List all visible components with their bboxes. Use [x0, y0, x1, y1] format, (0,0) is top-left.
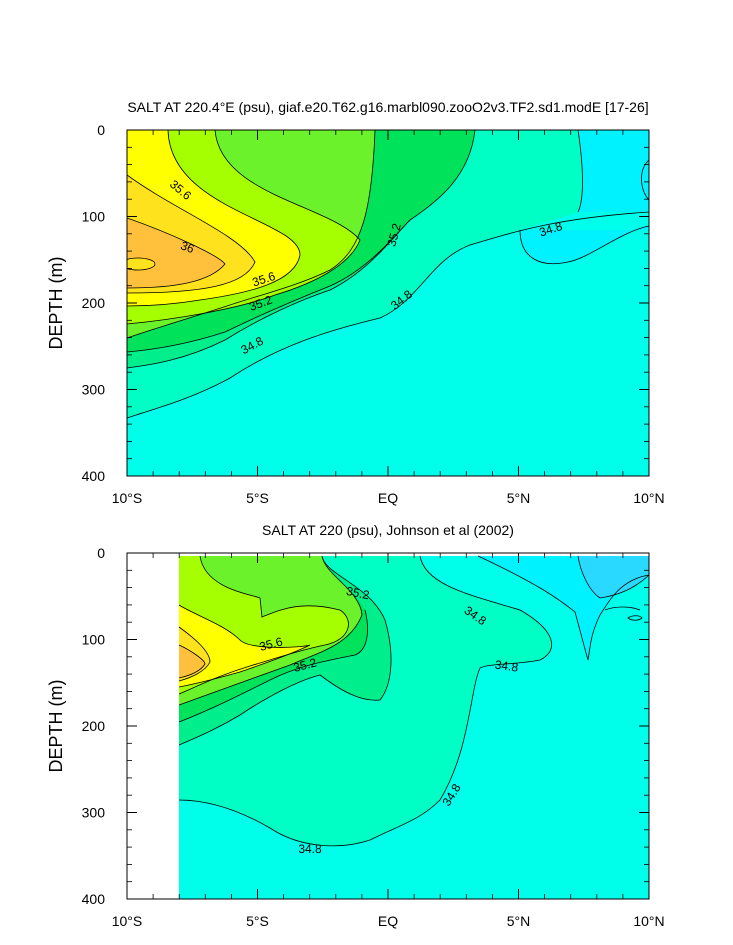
contour-label: 34.8 [494, 657, 519, 674]
contour-line [127, 130, 361, 325]
contour-line [577, 130, 583, 213]
y-tick-label: 400 [82, 891, 106, 907]
contour-label: 35.6 [250, 269, 277, 290]
contour-line [178, 555, 349, 695]
chart-title: SALT AT 220.4°E (psu), giaf.e20.T62.g16.… [127, 99, 648, 115]
panel-bottom: SALT AT 220 (psu), Johnson et al (2002) [46, 522, 665, 929]
contour-line [178, 555, 363, 706]
fill-band-36 [127, 218, 225, 288]
y-tick-label: 100 [82, 209, 106, 225]
y-tick-label: 300 [82, 382, 106, 398]
x-tick-label: 5°S [246, 490, 269, 506]
axes: 10°S 5°S EQ 5°N 10°N 0 100 200 300 400 DEPTH (m) [46, 545, 665, 929]
chart-title: SALT AT 220 (psu), Johnson et al (2002) [262, 522, 514, 538]
y-axis-label: DEPTH (m) [46, 680, 66, 773]
contour-line [127, 130, 476, 369]
contour-line [127, 130, 301, 307]
contour-line [127, 257, 156, 271]
x-tick-label: 10°S [112, 490, 143, 506]
contour-line [577, 555, 649, 599]
x-tick-label: 5°S [246, 913, 269, 929]
x-tick-label: EQ [378, 913, 398, 929]
x-tick-label: 5°N [507, 490, 531, 506]
x-tick-label: 10°S [112, 913, 143, 929]
y-tick-label: 100 [82, 632, 106, 648]
contour-line [627, 615, 643, 621]
contour-line [127, 130, 376, 339]
contour-line [178, 644, 206, 679]
y-tick-label: 200 [82, 295, 106, 311]
panel-top: SALT AT 220.4°E (psu), giaf.e20.T62.g16.… [46, 99, 665, 506]
fill-band-36-2-core [127, 258, 155, 270]
x-tick-label: 10°N [633, 490, 664, 506]
y-tick-label: 0 [97, 122, 105, 138]
contour-label: 35.6 [258, 634, 284, 654]
contour-label: 34.8 [298, 842, 322, 856]
y-tick-label: 300 [82, 805, 106, 821]
y-axis-label: DEPTH (m) [46, 257, 66, 350]
fill-band-34-4-deep [520, 226, 649, 264]
contour-label: 36 [179, 238, 197, 256]
y-tick-label: 0 [97, 545, 105, 561]
x-tick-label: 5°N [507, 913, 531, 929]
contour-labels: 35.2 34.8 35.6 35.2 34.8 34.8 34.8 [258, 584, 520, 856]
contour-label: 35.2 [292, 655, 318, 675]
contour-lines [178, 555, 649, 847]
axes: 10°S 5°S EQ 5°N 10°N 0 100 200 300 400 DEPTH (m) [46, 122, 665, 506]
contour-label: 35.2 [345, 584, 371, 603]
contour-line [178, 555, 553, 847]
y-tick-label: 400 [82, 468, 106, 484]
fill-band-35-6 [179, 605, 310, 687]
contour-line [178, 604, 311, 688]
contour-line [127, 174, 256, 294]
contour-fills [179, 556, 649, 899]
contour-lines [127, 130, 649, 419]
contour-label: 35.2 [384, 222, 404, 248]
contour-line [127, 219, 411, 353]
x-tick-label: EQ [378, 490, 398, 506]
contour-line [477, 555, 649, 661]
contour-line [127, 217, 226, 289]
contour-label: 34.8 [537, 219, 564, 240]
contour-line [178, 555, 392, 746]
fill-band-36 [179, 645, 205, 678]
contour-line [178, 609, 368, 723]
fill-band-34-4 [578, 130, 649, 212]
x-tick-label: 10°N [633, 913, 664, 929]
contour-line [604, 606, 641, 611]
contour-line [519, 225, 649, 265]
contour-fills [127, 130, 649, 476]
y-tick-label: 200 [82, 718, 106, 734]
contour-line [641, 159, 649, 201]
contour-line [178, 626, 211, 682]
contour-line [127, 211, 649, 419]
